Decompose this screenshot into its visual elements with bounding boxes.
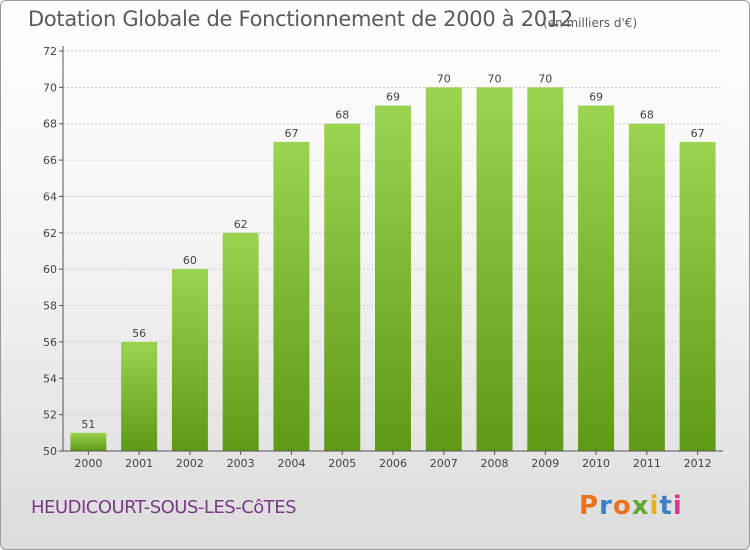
bar-value-label: 67 [284,127,298,140]
x-tick-label: 2012 [684,457,712,470]
chart-title: Dotation Globale de Fonctionnement de 20… [28,7,573,31]
bar [527,87,564,451]
bar-value-label: 67 [691,127,705,140]
x-tick-label: 2010 [582,457,610,470]
y-tick-label: 58 [43,300,57,313]
logo-letter: r [599,491,613,521]
x-tick-label: 2000 [74,457,102,470]
y-tick-label: 68 [43,118,57,131]
bar-value-label: 68 [640,109,654,122]
bar-value-label: 69 [589,91,603,104]
bars: 51 56 60 62 67 68 69 70 70 70 69 68 67 [70,72,716,452]
x-tick-label: 2009 [531,457,559,470]
y-tick-label: 72 [43,45,57,58]
bar-value-label: 70 [488,72,502,85]
logo-letter: i [649,491,660,521]
y-tick-label: 56 [43,336,57,349]
bar-value-label: 70 [437,72,451,85]
logo-letter: x [631,491,650,521]
logo-letter: o [612,491,632,521]
chart-unit: (en milliers d'€) [543,16,638,30]
bar [375,105,411,451]
bar-value-label: 68 [335,109,349,122]
x-tick-label: 2005 [328,457,356,470]
x-tick-label: 2004 [277,457,305,470]
bar-value-label: 62 [234,218,248,231]
bar [628,123,665,452]
x-tick-label: 2011 [633,457,661,470]
x-tick-label: 2007 [430,457,458,470]
y-tick-label: 62 [43,227,57,240]
bar [171,269,208,451]
bar-value-label: 69 [386,91,400,104]
bar [476,87,513,451]
logo-letter: i [672,491,683,521]
bar [425,87,462,451]
bar [679,141,716,451]
bar-value-label: 56 [132,327,146,340]
x-tick-label: 2002 [176,457,204,470]
bar-value-label: 70 [538,72,552,85]
logo-letter: t [659,491,673,521]
bar-value-label: 60 [183,254,197,267]
y-tick-label: 50 [43,445,57,458]
bar-value-label: 51 [81,418,95,431]
x-tick-label: 2003 [227,457,255,470]
y-tick-label: 52 [43,409,57,422]
proxiti-logo: Proxiti [579,491,683,521]
y-tick-label: 60 [43,263,57,276]
bar [324,123,361,452]
axes: 50 52 54 56 58 60 62 64 66 68 70 72 2000 2001 2002 2003… [43,45,723,470]
bar [70,432,107,451]
y-tick-label: 64 [43,190,57,203]
x-tick-label: 2006 [379,457,407,470]
bar [121,341,158,451]
x-tick-label: 2008 [481,457,509,470]
bar [222,232,259,451]
x-tick-label: 2001 [125,457,153,470]
bar [273,141,310,451]
logo-letter: P [579,491,600,521]
commune-name: HEUDICOURT-SOUS-LES-CôTES [31,497,297,518]
bar [578,105,615,451]
y-tick-label: 66 [43,154,57,167]
y-tick-label: 70 [43,81,57,94]
y-tick-label: 54 [43,372,57,385]
